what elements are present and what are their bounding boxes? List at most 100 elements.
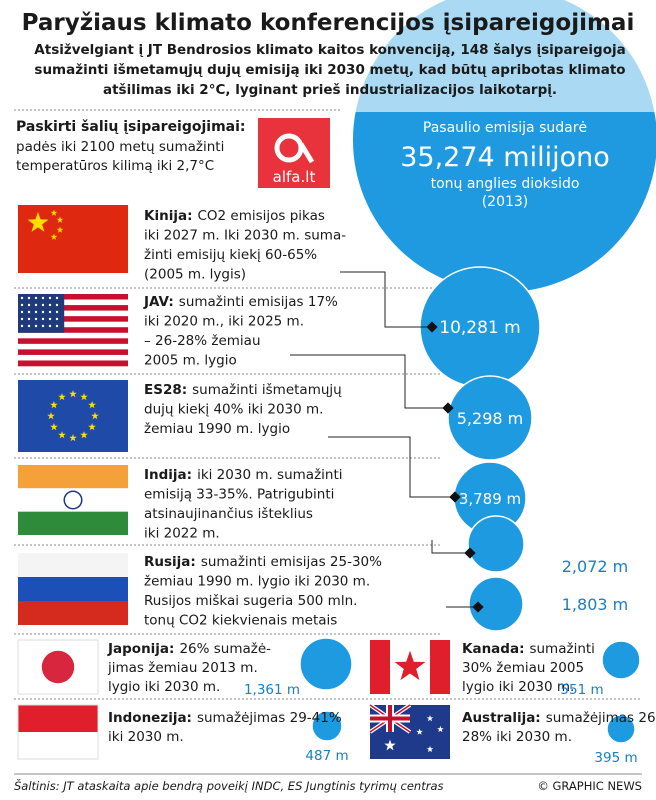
- flag-star: [20, 310, 24, 314]
- subtitle: atšilimas iki 2°C, lyginant prieš indust…: [103, 82, 557, 98]
- emission-value: 2,072 m: [562, 557, 628, 576]
- flag-part: [18, 321, 128, 328]
- country-name: Australija:: [462, 710, 541, 726]
- flag-part: [18, 577, 128, 601]
- flag-star: [50, 233, 58, 240]
- country-line: sumažinti emisijas 25-30%: [201, 554, 382, 570]
- flag-star: [55, 303, 59, 307]
- emission-circle: [299, 637, 353, 691]
- country-line: žinti emisijų kiekį 60-65%: [144, 247, 317, 263]
- flag-part: [18, 360, 128, 367]
- flag-star: [48, 324, 52, 328]
- header-title: Paskirti šalių įsipareigojimai:: [16, 119, 246, 135]
- flag-part: [18, 705, 98, 732]
- country-name: Rusija:: [144, 554, 196, 570]
- subtitle: Atsižvelgiant į JT Bendrosios klimato ka…: [34, 42, 625, 58]
- country-line: žemiau 1990 m. lygio: [144, 421, 290, 437]
- emission-circle: [606, 714, 636, 744]
- world-label: Pasaulio emisija sudarė: [423, 120, 587, 136]
- flag-part: [18, 343, 128, 350]
- flag-part: [18, 316, 128, 322]
- flag-star: [55, 317, 59, 321]
- flag-part: [18, 305, 128, 311]
- flag-star: [91, 412, 99, 420]
- flag-part: [18, 294, 128, 300]
- connector: [328, 436, 455, 498]
- flag-part: [18, 349, 128, 356]
- flag-star: [384, 739, 396, 751]
- flag-star: [27, 324, 31, 328]
- flag-part: [18, 332, 128, 339]
- country-line: 2005 m. lygio: [144, 353, 237, 369]
- country-name: Indonezija:: [108, 710, 192, 726]
- world-value: 35,274 milijono: [400, 142, 610, 173]
- flag-part: [18, 299, 128, 306]
- flag-star: [426, 745, 434, 753]
- flag-star: [394, 650, 426, 681]
- flag-part: [17, 639, 99, 695]
- flag-star: [47, 412, 55, 420]
- country-text: Kanada: sumažinti 30% žemiau 2005 lygio iki…: [462, 641, 595, 695]
- country-line: žemiau 1990 m. lygio iki 2030 m.: [144, 574, 370, 590]
- flag-star: [20, 317, 24, 321]
- flag-star: [88, 401, 96, 409]
- flag-star: [426, 715, 434, 722]
- flag-star: [50, 209, 58, 216]
- country-line: Rusijos miškai sugeria 500 mln.: [144, 593, 357, 609]
- flag-star: [50, 401, 58, 409]
- flag-star: [50, 423, 58, 431]
- flag-part: [18, 601, 128, 625]
- country-line: iki 2027 m. Iki 2030 m. suma-: [144, 228, 346, 244]
- emission-circle: [467, 515, 525, 573]
- logo-text: alfa.lt: [273, 168, 316, 186]
- flag-star: [48, 296, 52, 300]
- flag-part: [63, 490, 83, 510]
- country-line: 26% sumažė-: [179, 641, 271, 657]
- country-line: sumažinti išmetamųjų: [192, 382, 342, 398]
- emission-value: 3,789 m: [459, 490, 521, 508]
- country-line: sumažėjimas 29-41%: [197, 710, 342, 726]
- flag-star: [41, 310, 45, 314]
- flag-star: [27, 296, 31, 300]
- connector: [290, 354, 448, 409]
- world-label: (2013): [482, 194, 529, 210]
- flag-part: [18, 732, 98, 759]
- flag-star: [48, 317, 52, 321]
- flag-part: [18, 205, 128, 273]
- country-text: Indonezija: sumažėjimas 29-41% iki 2030 m.: [108, 710, 342, 745]
- country-text: Japonija: 26% sumažė-jimas žemiau 2013 m.…: [107, 641, 271, 695]
- flag-star: [88, 423, 96, 431]
- title: Paryžiaus klimato konferencijos įsiparei…: [22, 10, 635, 36]
- connector-marker: [472, 601, 484, 613]
- country-line: sumažinti emisijas 17%: [179, 294, 338, 310]
- emission-value: 1,803 m: [562, 595, 628, 614]
- flag-star: [55, 310, 59, 314]
- connector-marker: [449, 491, 461, 503]
- subtitle: sumažinti išmetamųjų dujų emisiją iki 20…: [34, 62, 625, 78]
- flag-star: [34, 303, 38, 307]
- country-line: iki 2030 m. sumažinti: [197, 467, 342, 483]
- flag-part: [18, 354, 128, 361]
- flag-star: [80, 392, 88, 401]
- connector-marker: [426, 321, 438, 333]
- flag-part: [370, 640, 390, 694]
- country-text: Indija: iki 2030 m. sumažinti emisiją 33-3…: [144, 467, 343, 542]
- country-line: jimas žemiau 2013 m.: [107, 660, 258, 676]
- emission-circle: [447, 375, 533, 461]
- flag-star: [48, 303, 52, 307]
- flag-star: [34, 296, 38, 300]
- header-line: padės iki 2100 metų sumažinti: [16, 139, 224, 155]
- connector: [340, 271, 432, 328]
- country-line: iki 2022 m.: [144, 526, 220, 542]
- flag-part: [18, 327, 128, 334]
- country-line: emisiją 33-35%. Patrigubinti: [144, 487, 334, 503]
- flag-star: [416, 728, 423, 735]
- emission-circle: [311, 710, 343, 742]
- emission-circle: [601, 640, 641, 680]
- flag-star: [20, 303, 24, 307]
- country-text: ES28: sumažinti išmetamųjų dujų kiekį 40% …: [144, 382, 342, 437]
- flag-star: [55, 324, 59, 328]
- credit: © GRAPHIC NEWS: [537, 779, 642, 793]
